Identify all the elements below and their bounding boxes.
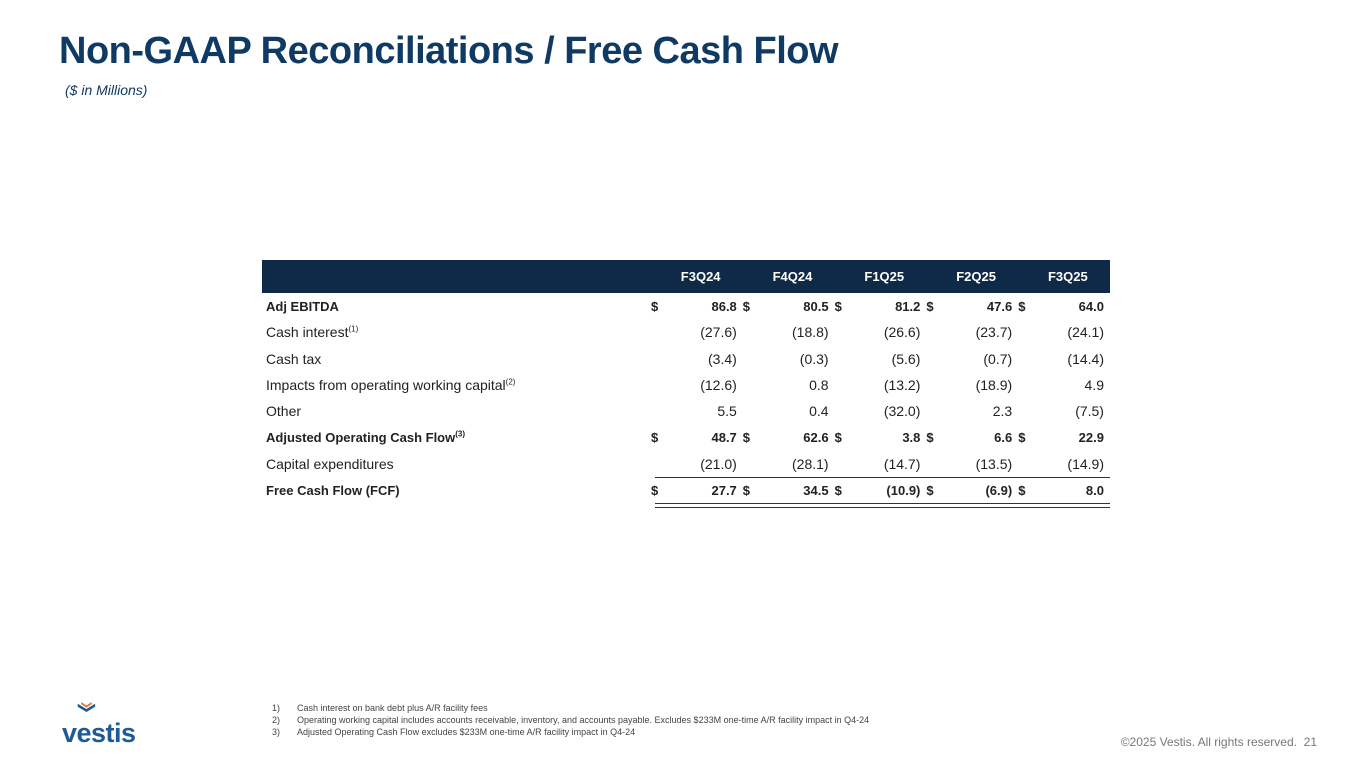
- row-label: Impacts from operating working capital(2…: [266, 377, 516, 394]
- table-header-row: F3Q24 F4Q24 F1Q25 F2Q25 F3Q25: [262, 260, 1110, 293]
- table-cell: (24.1): [1067, 324, 1104, 341]
- table-body: Adj EBITDA $86.8 $80.5 $81.2 $47.6 $64.0 Cash …: [262, 293, 1110, 509]
- table-cell: 0.4: [809, 403, 829, 420]
- table-cell: $81.2: [834, 298, 921, 314]
- copyright-footer: ©2025 Vestis. All rights reserved. 21: [1121, 735, 1317, 749]
- table-cell: $80.5: [742, 298, 829, 314]
- table-cell: (28.1): [792, 455, 829, 472]
- table-cell: (14.9): [1067, 455, 1104, 472]
- row-label: Other: [266, 403, 302, 420]
- table-cell: (5.6): [891, 350, 921, 367]
- table-cell: (14.4): [1067, 350, 1104, 367]
- row-label: Adj EBITDA: [266, 298, 339, 314]
- table-cell: (7.5): [1075, 403, 1104, 420]
- table-cell: $86.8: [651, 298, 737, 314]
- vestis-logo-text: vestis: [62, 718, 136, 748]
- copyright-text: ©2025 Vestis. All rights reserved.: [1120, 735, 1297, 749]
- table-cell: (18.9): [975, 377, 1013, 394]
- table-cell: $27.7: [651, 482, 737, 498]
- column-header: F3Q25: [1047, 269, 1088, 284]
- table-cell: 5.5: [717, 403, 737, 420]
- free-cash-flow-table: F3Q24 F4Q24 F1Q25 F2Q25 F3Q25 Adj EBITDA…: [262, 260, 1110, 509]
- table-cell: (27.6): [700, 324, 737, 341]
- column-header: F1Q25: [864, 269, 905, 284]
- table-cell: $22.9: [1018, 430, 1104, 446]
- table-cell: $8.0: [1018, 482, 1104, 498]
- table-cell: $34.5: [742, 482, 829, 498]
- table-cell: 4.9: [1084, 377, 1104, 394]
- double-underline: [655, 503, 1110, 509]
- table-cell: (32.0): [883, 403, 921, 420]
- table-row: Free Cash Flow (FCF) $27.7 $34.5 $ (10.9) $ (6…: [262, 477, 1110, 509]
- table-cell: (21.0): [700, 455, 737, 472]
- table-cell: (18.8): [792, 324, 829, 341]
- page-number: 21: [1303, 735, 1317, 749]
- table-cell: $47.6: [926, 298, 1013, 314]
- table-row: Adjusted Operating Cash Flow(3) $48.7 $62.…: [262, 424, 1110, 450]
- footnote: 3) Adjusted Operating Cash Flow excludes …: [272, 727, 636, 737]
- row-label: Capital expenditures: [266, 455, 394, 472]
- table-row: Capital expenditures (21.0) (28.1) (14.7) (1…: [262, 451, 1110, 477]
- table-row: Cash tax (3.4) (0.3) (5.6) (0.7) (14.4): [262, 346, 1110, 372]
- table-cell: $62.6: [742, 430, 829, 446]
- page-subtitle: ($ in Millions): [65, 82, 148, 98]
- table-cell: 2.3: [992, 403, 1013, 420]
- row-label: Cash tax: [266, 350, 322, 367]
- row-label: Cash interest(1): [266, 324, 359, 341]
- footnotes: 1) Cash interest on bank debt plus A/R fa…: [272, 702, 869, 738]
- table-cell: (12.6): [700, 377, 737, 394]
- table-cell: $ (6.9): [926, 482, 1013, 498]
- table-cell: (23.7): [975, 324, 1013, 341]
- table-cell: (14.7): [883, 455, 921, 472]
- column-header: F2Q25: [956, 269, 996, 284]
- table-row: Impacts from operating working capital(2…: [262, 372, 1110, 398]
- page-title: Non-GAAP Reconciliations / Free Cash Flo…: [59, 30, 839, 72]
- table-cell: (26.6): [883, 324, 921, 341]
- table-cell: (0.3): [799, 350, 829, 367]
- row-label: Adjusted Operating Cash Flow(3): [266, 429, 466, 446]
- table-cell: $48.7: [651, 430, 737, 446]
- footnote: 1) Cash interest on bank debt plus A/R fa…: [272, 703, 488, 713]
- table-cell: (0.7): [983, 350, 1013, 367]
- table-cell: $3.8: [834, 430, 921, 446]
- table-row: Adj EBITDA $86.8 $80.5 $81.2 $47.6 $64.0: [262, 293, 1110, 319]
- table-cell: (13.2): [883, 377, 921, 394]
- table-cell: $6.6: [926, 430, 1013, 446]
- vestis-logo-icon: [77, 702, 96, 712]
- column-header: F4Q24: [772, 269, 813, 284]
- footnote: 2) Operating working capital includes acc…: [272, 715, 870, 725]
- table-cell: 0.8: [809, 377, 829, 394]
- table-cell: $64.0: [1018, 298, 1104, 314]
- table-row: Cash interest(1) (27.6) (18.8) (26.6) (23.7)…: [262, 319, 1110, 345]
- table-row: Other 5.5 0.4 (32.0) 2.3 (7.5): [262, 398, 1110, 424]
- table-cell: (3.4): [708, 350, 737, 367]
- column-header: F3Q24: [680, 269, 721, 284]
- table-cell: $ (10.9): [834, 482, 921, 498]
- table-cell: (13.5): [975, 455, 1013, 472]
- row-label: Free Cash Flow (FCF): [266, 482, 400, 498]
